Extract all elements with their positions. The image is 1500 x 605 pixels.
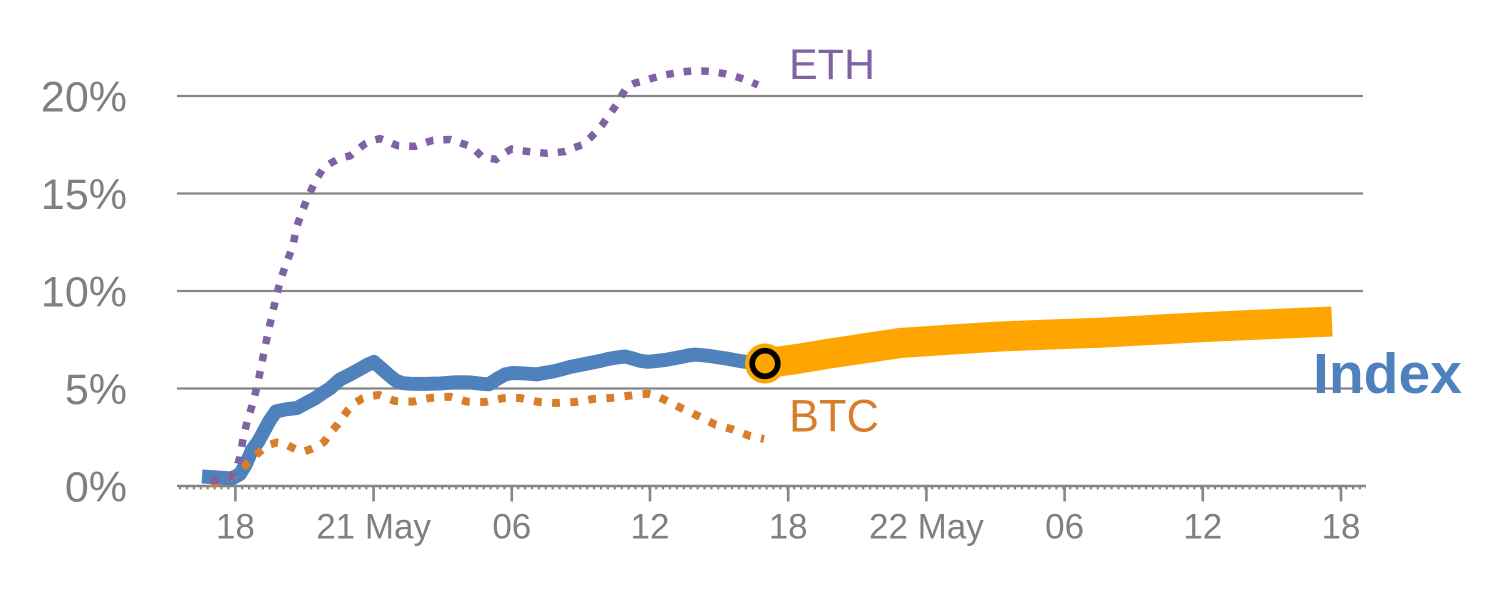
svg-text:21 May: 21 May [316,508,431,547]
svg-text:15%: 15% [41,171,127,219]
svg-text:22 May: 22 May [869,508,984,547]
svg-text:10%: 10% [41,268,127,316]
svg-text:0%: 0% [65,463,127,511]
svg-text:BTC: BTC [789,391,879,442]
svg-text:12: 12 [1183,508,1222,547]
svg-text:18: 18 [216,508,255,547]
svg-text:06: 06 [1045,508,1084,547]
svg-text:12: 12 [631,508,670,547]
svg-text:18: 18 [769,508,808,547]
svg-text:Index: Index [1313,342,1462,406]
svg-text:18: 18 [1322,508,1361,547]
svg-text:5%: 5% [65,366,127,414]
svg-text:ETH: ETH [789,41,875,89]
svg-text:20%: 20% [41,73,127,121]
svg-text:06: 06 [492,508,531,547]
